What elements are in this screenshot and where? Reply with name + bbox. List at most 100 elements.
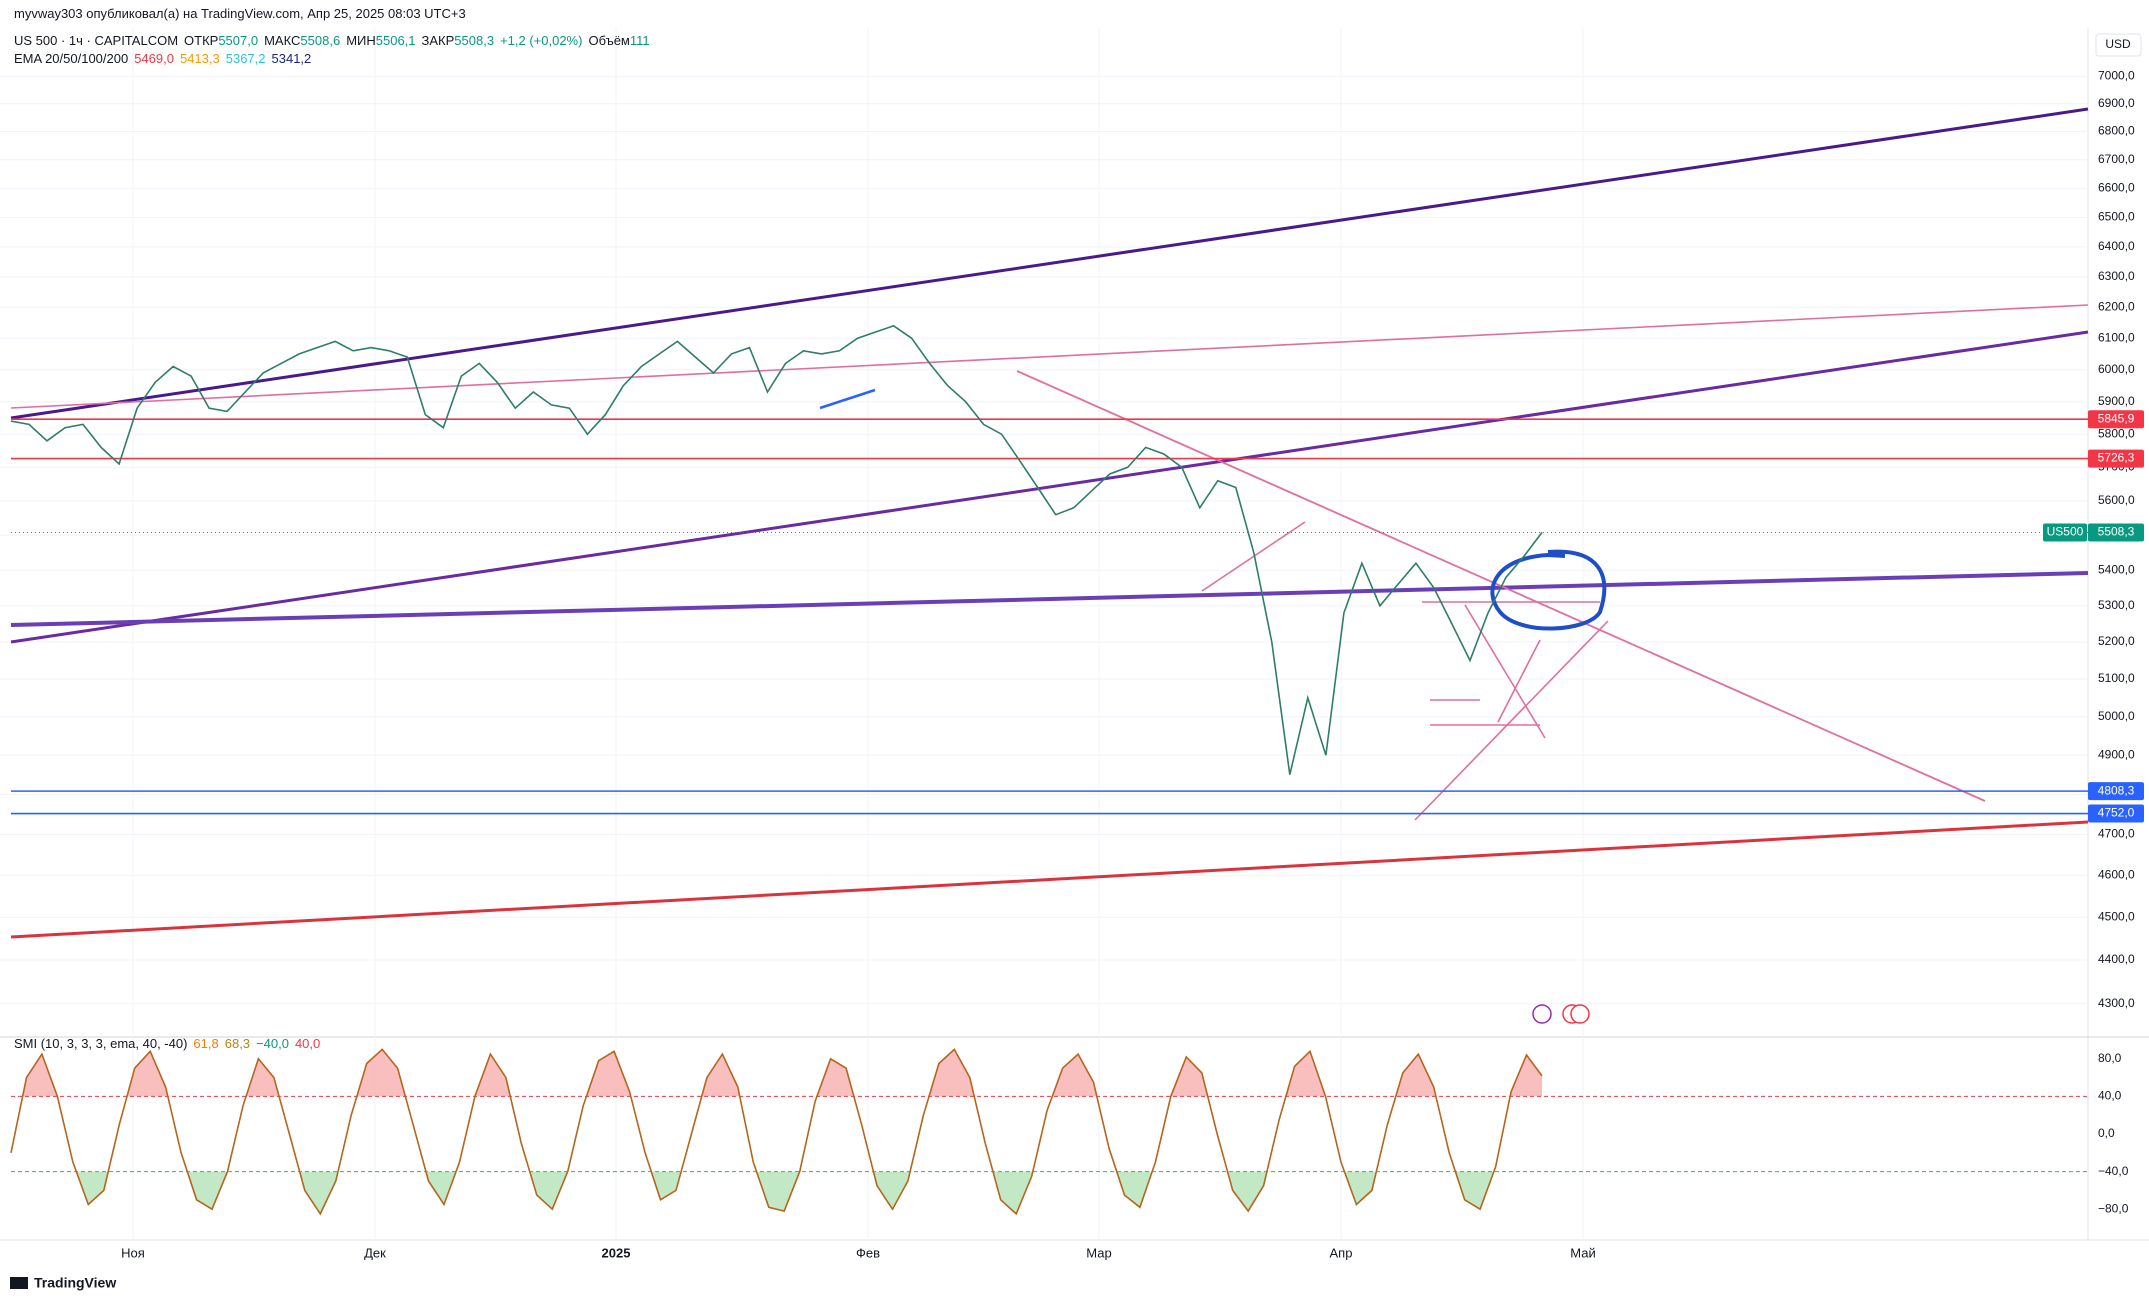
y-tick-label: 6800,0 — [2098, 124, 2135, 138]
level-tag — [2088, 804, 2144, 823]
zone-fill — [11, 1049, 1542, 1097]
ohlc-label: ЗАКР — [421, 33, 455, 48]
x-tick-label: Май — [1570, 1245, 1595, 1260]
symbol-tag-label: US500 — [2047, 525, 2084, 539]
ema-label: EMA 20/50/100/200 — [14, 51, 129, 66]
ema-value: 5413,3 — [179, 51, 220, 66]
x-tick-label: Дек — [364, 1245, 386, 1260]
ohlc-label: МИН — [346, 33, 376, 48]
event-icon — [1570, 1004, 1590, 1024]
smi-tick-label: −80,0 — [2098, 1201, 2129, 1215]
volume: 111 — [629, 33, 650, 48]
trend-line — [10, 820, 2089, 939]
y-tick-label: 6600,0 — [2098, 180, 2135, 194]
currency: USD — [2105, 37, 2131, 51]
ohlc-value: 5507,0 — [218, 33, 259, 48]
publisher: myvway303 опубликовал(а) на TradingView.… — [14, 6, 466, 21]
smi-title: SMI (10, 3, 3, 3, ema, 40, -40) — [14, 1036, 188, 1051]
logo-icon — [10, 1277, 28, 1289]
y-tick-label: 5400,0 — [2098, 562, 2135, 576]
y-tick-label: 4500,0 — [2098, 909, 2135, 923]
level-label: 4752,0 — [2098, 806, 2135, 820]
y-tick-label: 6900,0 — [2098, 96, 2135, 110]
ohlc-value: 5508,3 — [454, 33, 495, 48]
y-tick-label: 6200,0 — [2098, 299, 2135, 313]
y-tick-label: 5800,0 — [2098, 426, 2135, 440]
ohlc-label: ОТКР — [184, 33, 219, 48]
series-line — [10, 324, 1543, 775]
trend-line — [10, 330, 2089, 644]
trend-line — [1464, 604, 1546, 739]
y-tick-label: 4900,0 — [2098, 747, 2135, 761]
y-tick-label: 5000,0 — [2098, 709, 2135, 723]
y-tick-label: 4400,0 — [2098, 952, 2135, 966]
ohlc-value: 5508,6 — [300, 33, 341, 48]
symbol-tag — [2043, 523, 2087, 542]
event-icon — [1532, 1004, 1552, 1024]
smi-tick-label: 40,0 — [2098, 1089, 2122, 1103]
smi-value: 61,8 — [193, 1036, 219, 1051]
y-tick-label: 5600,0 — [2098, 493, 2135, 507]
y-tick-label: 6700,0 — [2098, 152, 2135, 166]
y-tick-label: 5300,0 — [2098, 598, 2135, 612]
volume-label: Объём — [588, 33, 630, 48]
trend-line — [10, 107, 2089, 420]
ema-value: 5469,0 — [134, 51, 174, 66]
symbol: US 500 · 1ч · CAPITALCOM — [14, 33, 179, 48]
zone-fill — [11, 1171, 1542, 1214]
series-line — [10, 1048, 1543, 1216]
y-tick-label: 4700,0 — [2098, 827, 2135, 841]
level-label: 5845,9 — [2098, 411, 2135, 425]
ema-value: 5367,2 — [225, 51, 266, 66]
trend-line — [1414, 620, 1609, 821]
smi-tick-label: 80,0 — [2098, 1051, 2122, 1065]
x-tick-label: 2025 — [602, 1245, 631, 1260]
smi-value: 68,3 — [224, 1036, 251, 1051]
y-tick-label: 7000,0 — [2098, 68, 2135, 82]
x-tick-label: Апр — [1330, 1245, 1353, 1260]
smi-tick-label: −40,0 — [2098, 1164, 2129, 1178]
level-tag — [2088, 782, 2144, 801]
trend-line — [10, 304, 2089, 409]
last-price-label: 5508,3 — [2098, 525, 2135, 539]
drawings — [10, 107, 2089, 1024]
y-tick-label: 4300,0 — [2098, 996, 2135, 1010]
trend-line — [819, 388, 876, 410]
trend-line — [10, 571, 2089, 627]
level-label: 4808,3 — [2098, 783, 2135, 797]
x-tick-label: Фев — [856, 1245, 880, 1260]
trend-line — [1497, 639, 1541, 723]
y-tick-label: 5100,0 — [2098, 671, 2135, 685]
y-tick-label: 6300,0 — [2098, 269, 2135, 283]
smi-legend: SMI (10, 3, 3, 3, ema, 40, -40) 61,8 68,3−… — [14, 1036, 326, 1051]
highlight-circle — [1490, 549, 1607, 631]
ohlc-value: 5506,1 — [375, 33, 416, 48]
y-tick-label: 6500,0 — [2098, 210, 2135, 224]
y-tick-label: 5200,0 — [2098, 634, 2135, 648]
symbol-line: US 500 · 1ч · CAPITALCOM ОТКР5507,0 МАКС55… — [14, 33, 656, 48]
currency-box — [2095, 33, 2142, 57]
smi-value: −40,0 — [256, 1036, 289, 1051]
smi-value: 40,0 — [294, 1036, 321, 1051]
y-tick-label: 5900,0 — [2098, 394, 2135, 408]
trend-line — [1201, 521, 1306, 592]
level-tag — [2088, 449, 2144, 468]
x-tick-label: Ноя — [121, 1245, 145, 1260]
level-label: 5726,3 — [2098, 451, 2135, 465]
publisher-line: myvway303 опубликовал(а) на TradingView.… — [14, 6, 472, 21]
y-tick-label: 6100,0 — [2098, 330, 2135, 344]
ema-line: EMA 20/50/100/200 5469,0 5413,3 5367,2 5341,… — [14, 51, 317, 66]
y-tick-label: 6400,0 — [2098, 239, 2135, 253]
smi-tick-label: 0,0 — [2098, 1126, 2115, 1140]
brand: TradingView — [34, 1275, 116, 1291]
ema-value: 5341,2 — [271, 51, 312, 66]
change: +1,2 (+0,02%) — [500, 33, 583, 48]
x-tick-label: Мар — [1086, 1245, 1111, 1260]
last-price-tag — [2088, 523, 2144, 542]
ohlc-label: МАКС — [264, 33, 301, 48]
level-tag — [2088, 410, 2144, 429]
y-tick-label: 6000,0 — [2098, 362, 2135, 376]
y-tick-label: 4600,0 — [2098, 868, 2135, 882]
